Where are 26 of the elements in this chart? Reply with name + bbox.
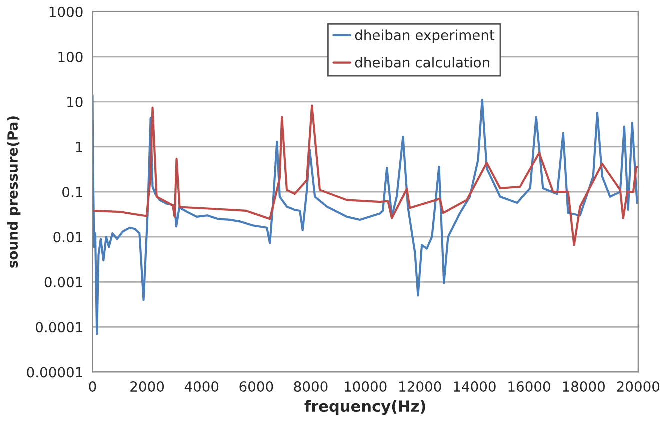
y-tick-label: 0.00001 bbox=[27, 367, 82, 378]
x-axis-title: frequency(Hz) bbox=[304, 400, 426, 416]
line-series bbox=[92, 104, 638, 246]
legend-label: dheiban calculation bbox=[355, 57, 490, 68]
x-tick-label: 12000 bbox=[400, 382, 442, 392]
x-tick-label: 4000 bbox=[184, 382, 219, 392]
y-tick-label: 0.1 bbox=[62, 187, 82, 198]
line-series bbox=[92, 94, 638, 336]
y-tick-label: 100 bbox=[58, 52, 83, 62]
y-tick-label: 1000 bbox=[50, 6, 83, 18]
y-tick-label: 1 bbox=[76, 142, 82, 152]
y-tick-label: 0.01 bbox=[54, 232, 82, 243]
x-tick-label: 0 bbox=[89, 382, 96, 392]
y-axis-title: sound pressure(Pa) bbox=[7, 116, 21, 268]
y-tick-label: 0.0001 bbox=[36, 322, 82, 333]
x-tick-label: 14000 bbox=[454, 382, 496, 392]
x-tick-label: 6000 bbox=[240, 382, 274, 392]
x-tick-label: 8000 bbox=[294, 382, 328, 392]
y-tick-label: 0.001 bbox=[44, 277, 82, 288]
x-tick-label: 2000 bbox=[130, 382, 164, 392]
x-tick-label: 18000 bbox=[563, 382, 605, 392]
y-tick-label: 10 bbox=[68, 96, 83, 108]
x-tick-label: 16000 bbox=[508, 382, 550, 392]
x-tick-label: 20000 bbox=[617, 382, 660, 392]
x-tick-label: 10000 bbox=[345, 382, 387, 392]
legend-label: dheiban experiment bbox=[355, 30, 495, 44]
